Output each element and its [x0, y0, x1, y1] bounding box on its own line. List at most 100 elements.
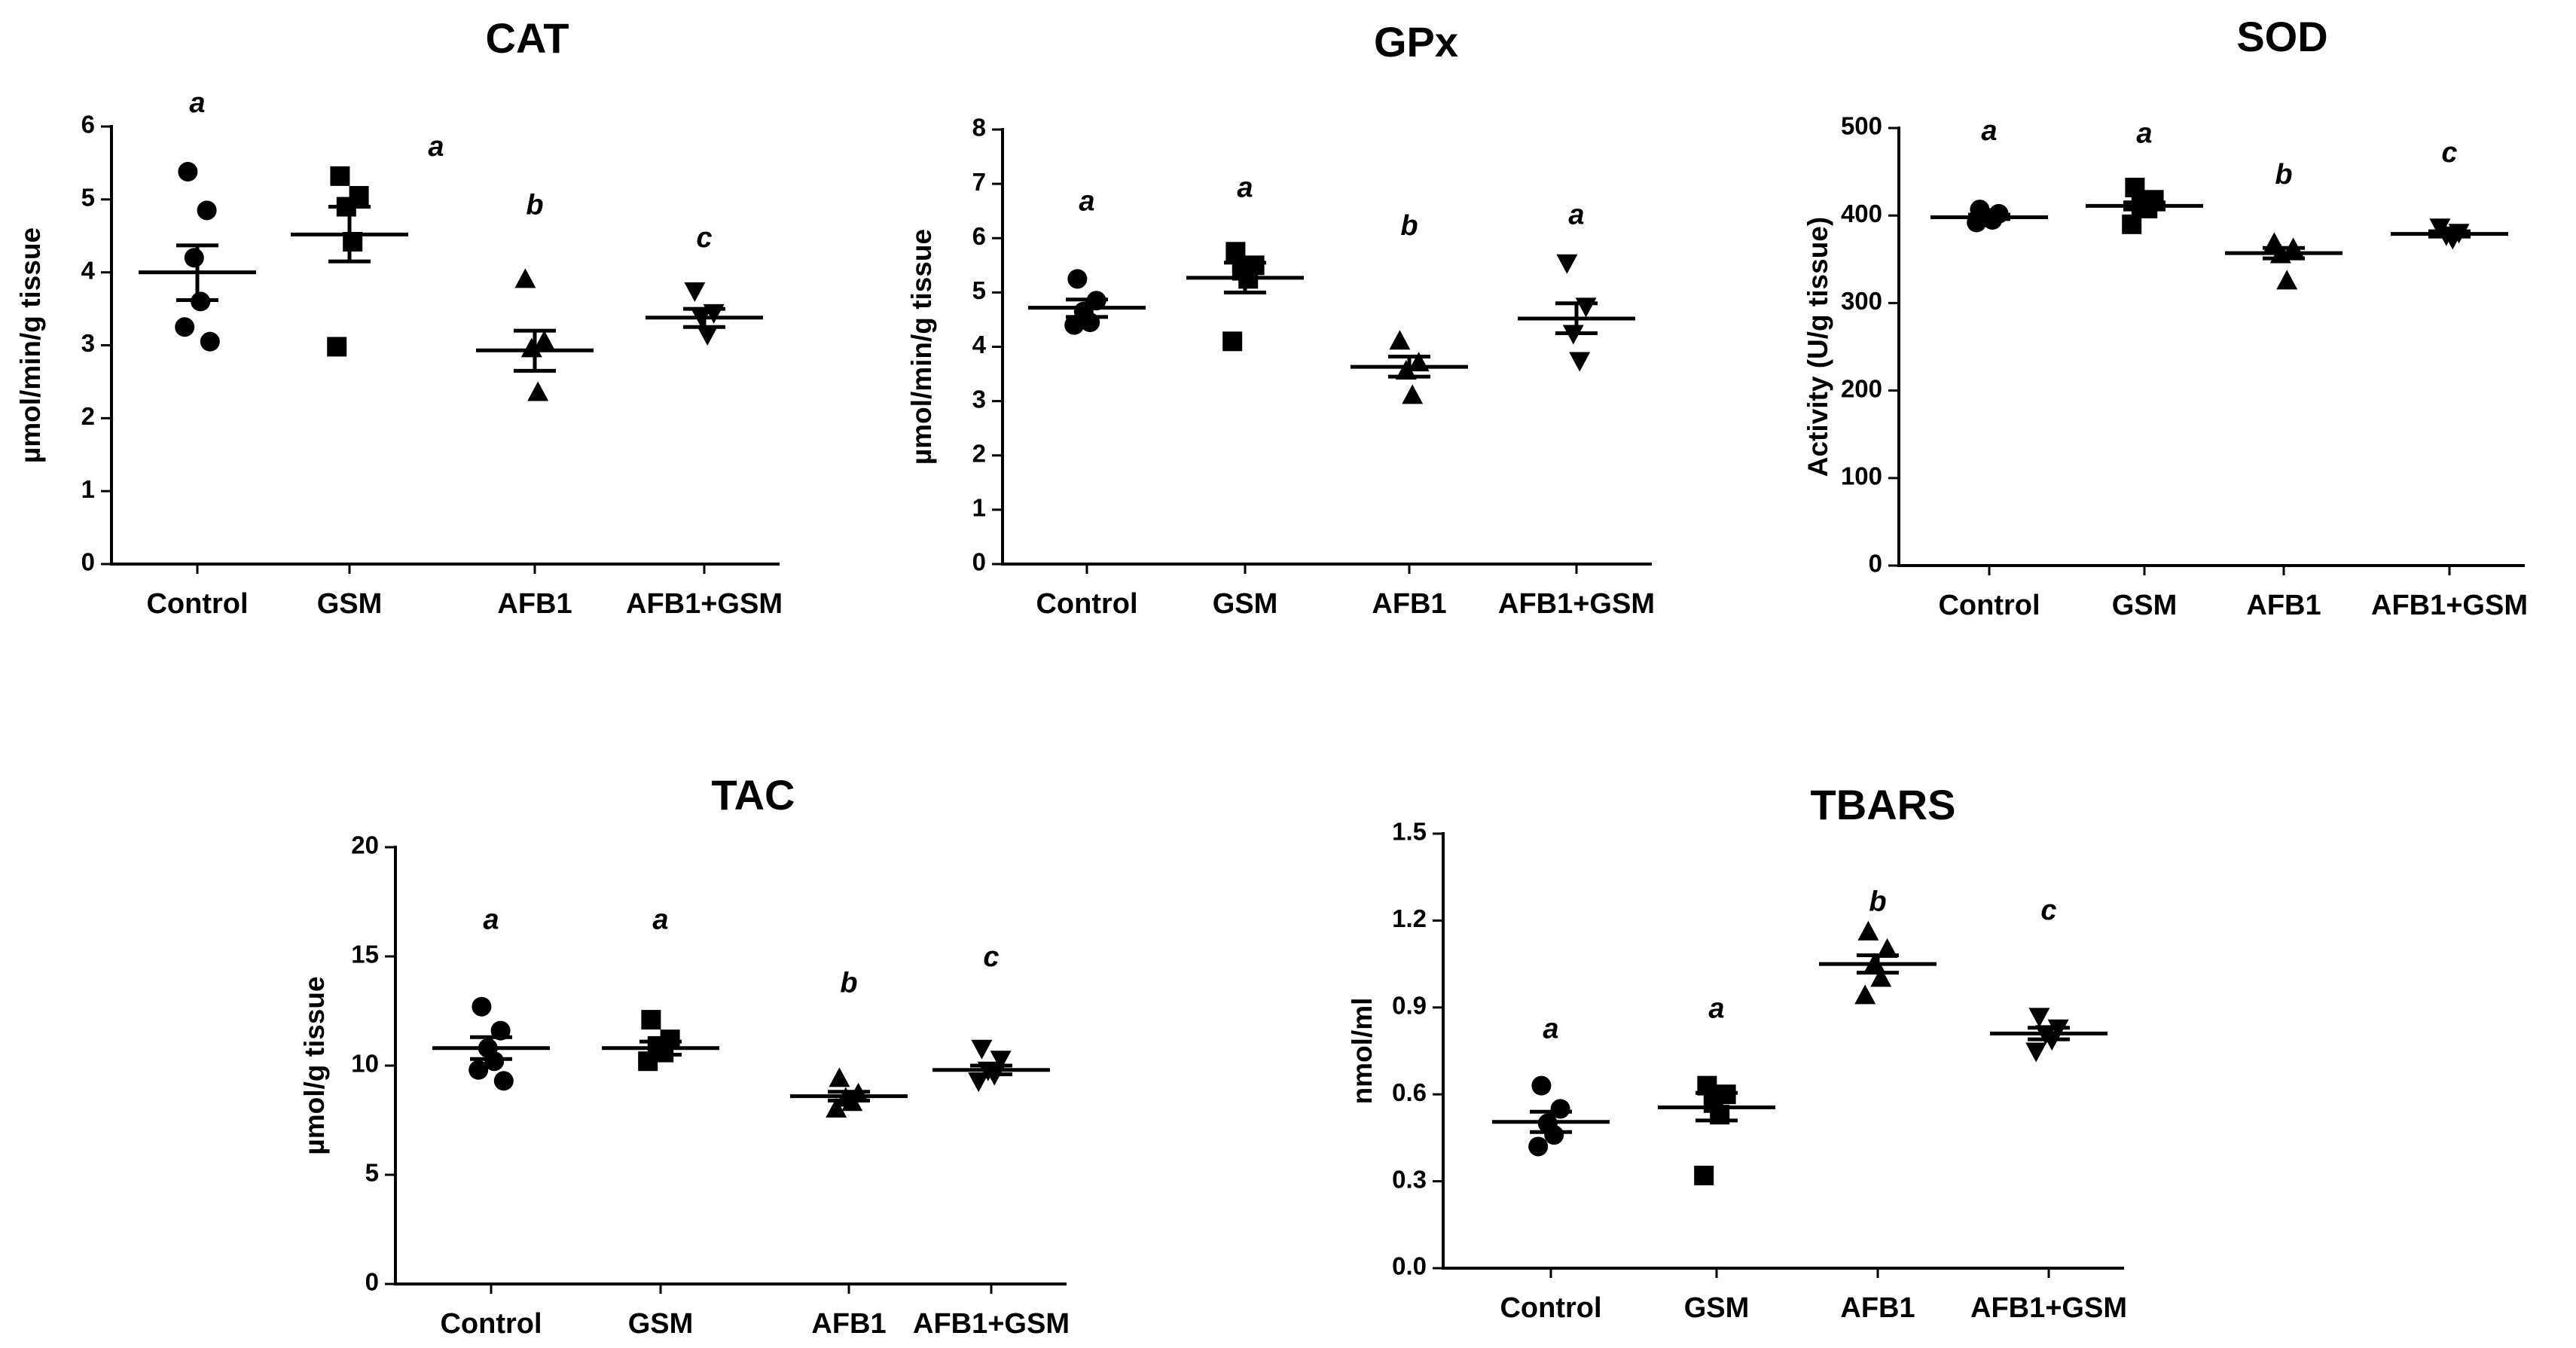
data-point [197, 200, 217, 221]
x-tick-label: AFB1+GSM [913, 1308, 1070, 1340]
chart-title: GPx [1374, 18, 1458, 66]
data-point [1550, 1099, 1570, 1119]
series-control: a [1028, 185, 1146, 335]
y-axis-label: µmol/min/g tissue [15, 227, 46, 463]
x-tick-label: GSM [2112, 590, 2178, 621]
data-point [527, 381, 549, 401]
y-tick-label: 5 [365, 1159, 379, 1187]
x-tick-label: GSM [317, 588, 383, 620]
series-afb1-gsm: a [1518, 199, 1635, 372]
x-tick-label: AFB1 [2246, 590, 2321, 621]
significance-label: a [189, 87, 205, 119]
significance-label: b [1400, 210, 1418, 242]
series-afb1: b [2225, 159, 2343, 290]
data-point [1857, 920, 1879, 941]
data-point [968, 1072, 990, 1093]
significance-label: c [2441, 137, 2457, 169]
x-tick-label: AFB1+GSM [2371, 590, 2528, 621]
data-point [1222, 331, 1243, 352]
y-tick-label: 0.9 [1392, 992, 1427, 1020]
series-control: a [432, 904, 550, 1091]
data-point [829, 1067, 850, 1087]
significance-label: c [2040, 895, 2056, 926]
data-point [684, 282, 706, 302]
data-point [1225, 242, 1246, 262]
data-point [1064, 315, 1085, 335]
x-tick-label: AFB1 [1372, 588, 1446, 620]
y-tick-label: 8 [972, 114, 986, 142]
series-afb1: b [1351, 210, 1468, 404]
series-gsm: a [2086, 117, 2203, 234]
significance-label: b [2275, 159, 2292, 191]
y-tick-label: 1 [81, 475, 95, 503]
data-point [1575, 297, 1597, 318]
data-point [200, 331, 220, 352]
data-point [175, 317, 195, 337]
x-tick-label: AFB1 [497, 588, 572, 620]
significance-label: a [1543, 1014, 1558, 1045]
y-axis-label: µmol/g tissue [299, 976, 330, 1154]
significance-label: a [1568, 199, 1584, 230]
x-tick-label: Control [146, 588, 248, 620]
x-tick-label: Control [1938, 590, 2040, 621]
data-point [1569, 352, 1591, 372]
x-tick-label: Control [1036, 588, 1137, 620]
y-tick-label: 5 [81, 184, 95, 212]
x-tick-label: Control [1500, 1292, 1601, 1324]
data-point [330, 166, 350, 186]
data-point [697, 325, 719, 346]
chart-panel-gpx: GPx 0 1 2 3 4 5 6 7 8 µmol/min/g tissue Control GSM A… [906, 18, 1655, 620]
significance-label: a [652, 904, 668, 936]
data-point [1067, 269, 1088, 289]
series-gsm: a [602, 904, 719, 1072]
y-tick-label: 500 [1841, 112, 1882, 140]
x-tick-label: GSM [628, 1308, 694, 1340]
significance-label: a [2136, 117, 2152, 149]
x-tick-label: GSM [1213, 588, 1278, 620]
data-point [1694, 1165, 1714, 1185]
data-point [641, 1010, 661, 1030]
series-control: a [1492, 1014, 1610, 1157]
series-afb1: b [1819, 886, 1937, 1005]
data-point [2025, 1042, 2047, 1063]
series-gsm: a [1186, 172, 1304, 352]
data-point [2122, 214, 2142, 234]
x-tick-label: AFB1+GSM [626, 588, 783, 620]
significance-label: a [1237, 172, 1253, 203]
series-gsm: a [1658, 993, 1775, 1185]
chart-panel-sod: SOD 0 100 200 300 400 500 Activity (U/g tissue)… [1802, 13, 2528, 621]
y-tick-label: 0 [365, 1268, 379, 1296]
y-tick-label: 4 [972, 331, 987, 358]
series-afb1: b [476, 190, 594, 401]
y-tick-label: 15 [351, 941, 379, 968]
significance-label: b [526, 190, 543, 221]
y-tick-label: 7 [972, 168, 986, 196]
data-point [2276, 270, 2298, 290]
data-point [184, 248, 204, 268]
data-point [514, 268, 536, 288]
y-tick-label: 1 [972, 494, 986, 522]
data-point [1395, 359, 1417, 380]
data-point [2028, 1008, 2050, 1028]
y-axis-label: Activity (U/g tissue) [1802, 217, 1833, 477]
data-point [1876, 938, 1898, 958]
data-point [1544, 1125, 1564, 1145]
chart-title: CAT [486, 14, 569, 62]
y-tick-label: 0.6 [1392, 1078, 1427, 1106]
y-tick-label: 4 [81, 256, 96, 284]
chart-title: TBARS [1811, 781, 1956, 828]
data-point [1389, 330, 1411, 350]
y-axis-label: µmol/min/g tissue [906, 229, 937, 465]
x-tick-label: Control [440, 1308, 542, 1340]
y-tick-label: 100 [1841, 462, 1882, 490]
data-point [1528, 1136, 1549, 1157]
x-tick-label: AFB1+GSM [1498, 588, 1655, 620]
x-tick-label: AFB1 [811, 1308, 886, 1340]
y-tick-label: 0.0 [1392, 1252, 1427, 1280]
y-axis-label: nmol/ml [1347, 998, 1378, 1105]
x-tick-label: GSM [1684, 1292, 1750, 1324]
significance-label: a [1708, 993, 1724, 1025]
y-tick-label: 5 [972, 276, 986, 304]
significance-label: b [840, 968, 857, 999]
series-afb1: b [790, 968, 908, 1118]
